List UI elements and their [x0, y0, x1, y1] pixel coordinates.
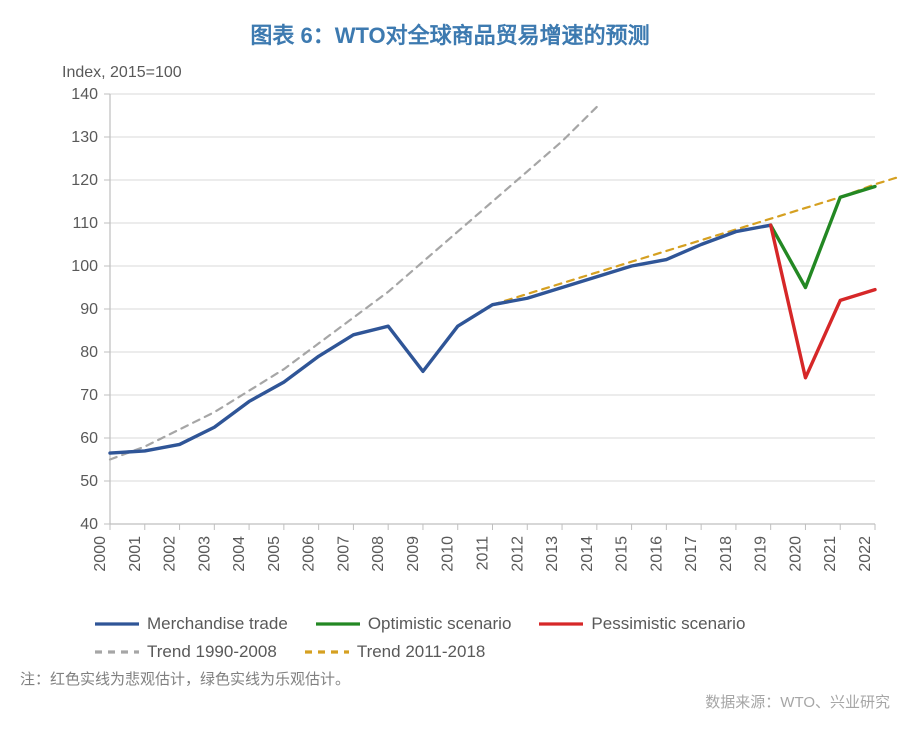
xtick-label: 2001 — [127, 536, 144, 572]
xtick-label: 2017 — [683, 536, 700, 572]
xtick-label: 2006 — [301, 536, 318, 572]
xtick-label: 2013 — [544, 536, 561, 572]
xtick-label: 2011 — [475, 536, 492, 571]
ytick-label: 110 — [72, 215, 98, 232]
legend-swatch — [95, 617, 139, 631]
series-line — [771, 186, 875, 287]
xtick-label: 2009 — [405, 536, 422, 572]
legend-label: Optimistic scenario — [368, 610, 512, 638]
xtick-label: 2016 — [648, 536, 665, 572]
xtick-label: 2012 — [509, 536, 526, 572]
ytick-label: 120 — [71, 172, 98, 189]
legend-item: Merchandise trade — [95, 610, 288, 638]
legend-item: Optimistic scenario — [316, 610, 512, 638]
series-line — [493, 174, 900, 305]
legend-item: Pessimistic scenario — [539, 610, 745, 638]
legend-item: Trend 1990-2008 — [95, 638, 277, 666]
xtick-label: 2004 — [231, 536, 248, 572]
legend-swatch — [95, 645, 139, 659]
ytick-label: 90 — [80, 301, 98, 318]
xtick-label: 2008 — [370, 536, 387, 572]
series-line — [110, 107, 597, 460]
chart-title: 图表 6：WTO对全球商品贸易增速的预测 — [0, 18, 900, 50]
xtick-label: 2000 — [92, 536, 109, 572]
chart-svg: 40 50 60 70 80 90 100 110 120 130 140 2000 2001 2002 2… — [0, 84, 900, 604]
legend: Merchandise trade Optimistic scenario Pess… — [95, 610, 900, 666]
xtick-label: 2003 — [196, 536, 213, 572]
ytick-label: 60 — [80, 430, 98, 447]
legend-label: Pessimistic scenario — [591, 610, 745, 638]
legend-label: Trend 2011-2018 — [357, 638, 486, 666]
ytick-label: 40 — [80, 516, 98, 533]
ytick-label: 140 — [71, 86, 98, 103]
xtick-label: 2020 — [787, 536, 804, 572]
chart-subtitle: Index, 2015=100 — [62, 64, 900, 82]
ytick-label: 80 — [80, 344, 98, 361]
legend-swatch — [305, 645, 349, 659]
legend-label: Merchandise trade — [147, 610, 288, 638]
xtick-label: 2018 — [718, 536, 735, 572]
legend-swatch — [539, 617, 583, 631]
ytick-label: 130 — [71, 129, 98, 146]
chart-area: 40 50 60 70 80 90 100 110 120 130 140 2000 2001 2002 2… — [0, 84, 900, 604]
xtick-label: 2010 — [440, 536, 457, 572]
legend-swatch — [316, 617, 360, 631]
series-line — [110, 225, 771, 453]
legend-label: Trend 1990-2008 — [147, 638, 277, 666]
xtick-label: 2002 — [162, 536, 179, 572]
chart-source: 数据来源：WTO、兴业研究 — [0, 691, 890, 712]
xtick-label: 2022 — [857, 536, 874, 572]
xtick-label: 2019 — [753, 536, 770, 572]
chart-footnote: 注：红色实线为悲观估计，绿色实线为乐观估计。 — [20, 668, 900, 689]
xtick-label: 2005 — [266, 536, 283, 572]
ytick-label: 50 — [80, 473, 98, 490]
series-line — [771, 225, 875, 378]
xtick-label: 2021 — [822, 536, 839, 572]
legend-item: Trend 2011-2018 — [305, 638, 486, 666]
ytick-label: 100 — [71, 258, 98, 275]
xtick-label: 2007 — [335, 536, 352, 572]
xtick-label: 2015 — [614, 536, 631, 572]
ytick-label: 70 — [80, 387, 98, 404]
xtick-label: 2014 — [579, 536, 596, 572]
